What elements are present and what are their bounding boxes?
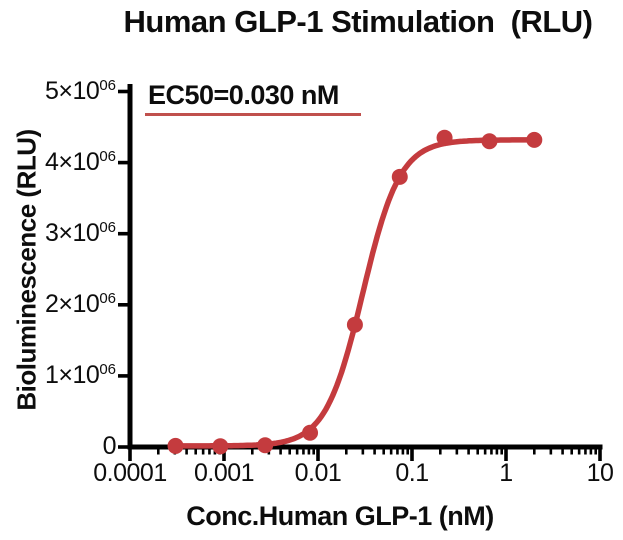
ec50-annotation: EC50=0.030 nM bbox=[145, 80, 361, 116]
data-point bbox=[391, 168, 408, 185]
x-tick-label: 0.001 bbox=[193, 459, 255, 487]
y-tick-label: 2×1006 bbox=[45, 289, 116, 318]
data-point bbox=[346, 316, 363, 333]
y-tick-exponent: 06 bbox=[99, 218, 116, 236]
y-tick-exponent: 06 bbox=[99, 76, 116, 94]
x-tick-label: 1 bbox=[499, 459, 513, 487]
ec50-underline bbox=[145, 113, 361, 116]
data-point bbox=[212, 438, 229, 455]
y-tick-label: 5×1006 bbox=[45, 76, 116, 105]
y-tick-label: 0 bbox=[102, 432, 117, 460]
data-point bbox=[481, 133, 498, 150]
y-tick-label: 4×1006 bbox=[45, 147, 116, 176]
y-tick-exponent: 06 bbox=[99, 360, 116, 378]
data-point bbox=[257, 437, 274, 454]
y-tick-exponent: 06 bbox=[99, 289, 116, 307]
chart-title: Human GLP-1 Stimulation (RLU) bbox=[123, 4, 593, 39]
y-tick-exponent: 06 bbox=[99, 147, 116, 165]
data-point bbox=[302, 424, 319, 441]
x-axis-title: Conc.Human GLP-1 (nM) bbox=[186, 501, 494, 531]
data-point bbox=[436, 129, 453, 146]
y-tick-label: 3×1006 bbox=[45, 218, 116, 247]
fit-curve bbox=[172, 137, 538, 449]
ec50-text: EC50=0.030 nM bbox=[148, 80, 339, 110]
x-tick-label: 0.0001 bbox=[93, 459, 167, 487]
data-point bbox=[526, 131, 543, 148]
x-tick-label: 10 bbox=[586, 459, 614, 487]
y-tick-label: 1×1006 bbox=[45, 360, 116, 389]
data-point bbox=[167, 437, 184, 454]
x-tick-label: 0.1 bbox=[395, 459, 429, 487]
x-tick-label: 0.01 bbox=[294, 459, 342, 487]
